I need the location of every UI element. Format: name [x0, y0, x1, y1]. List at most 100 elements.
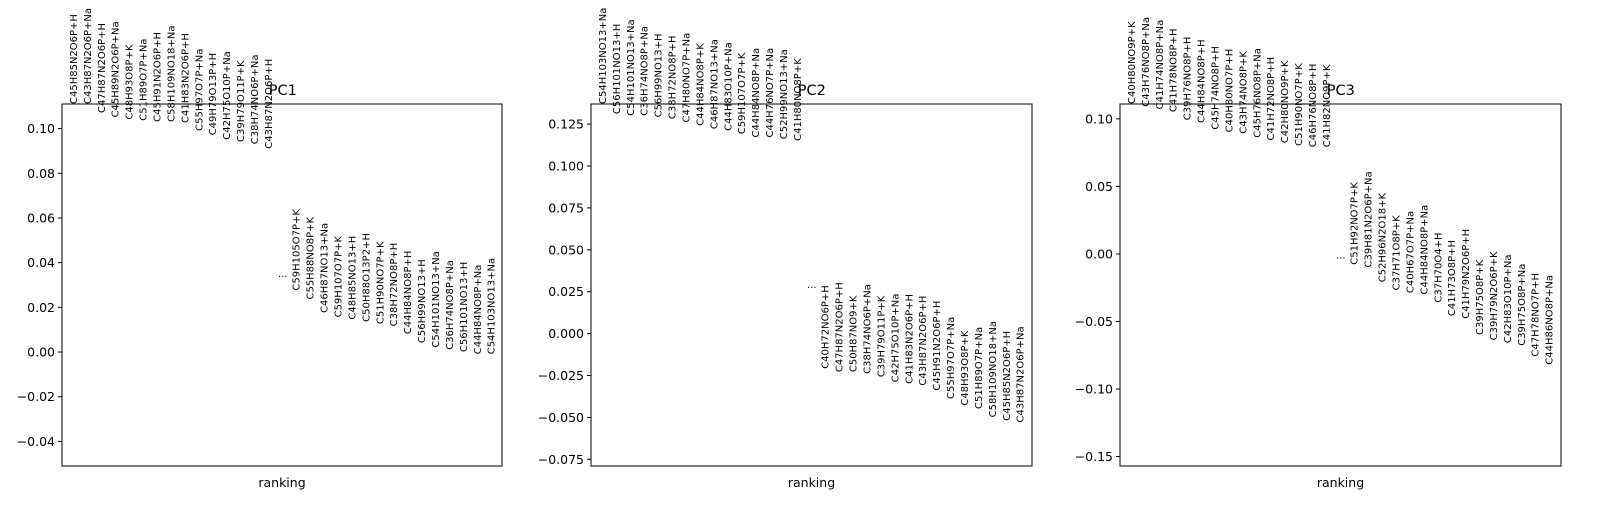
panel-3-top-gene-label: C51H90NO7P+K	[1294, 63, 1305, 146]
panel-1-bottom-gene-label: C55H88NO8P+K	[306, 216, 317, 299]
panel-1-bottom-gene-label: C54H101NO13+Na	[431, 251, 442, 347]
panel-2-top-gene-label: C41H80NO8P+K	[793, 58, 804, 141]
panel-1-ytick-label: −0.04	[17, 434, 55, 449]
panel-3-top-gene-label: C43H74NO8P+K	[1238, 51, 1249, 134]
panel-3-ytick-label: 0.10	[1085, 111, 1113, 126]
panel-2-bottom-gene-label: C50H87NO9+K	[849, 295, 860, 372]
panel-1-bottom-gene-label: C50H88O13P2+H	[361, 233, 372, 322]
panel-2-bottom-gene-label: C39H79O11P+K	[876, 295, 887, 377]
panel-2-top-gene-label: C44H84NO8P+Na	[751, 48, 762, 138]
panel-3-bottom-gene-label: C40H67O7P+Na	[1405, 211, 1416, 293]
panel-1-bottom-gene-label: C54H103NO13+Na	[487, 258, 498, 354]
panel-3-bottom-gene-label: C42H83O10P+Na	[1503, 255, 1514, 344]
panel-2-bottom-gene-label: C41H83N2O6P+H	[904, 294, 915, 384]
panel-2-bottom-gene-label: C43H87N2O6P+Na	[1016, 326, 1027, 422]
panel-2-top-gene-label: C44H83O10P+Na	[723, 42, 734, 131]
panel-1-bottom-gene-label: C44H84NO8P+Na	[473, 265, 484, 355]
panel-1-ytick-label: 0.10	[27, 121, 55, 136]
panel-3-bottom-gene-label: C39H79N2O6P+K	[1489, 251, 1500, 340]
panel-1-top-gene-label: C55H97O7P+Na	[194, 49, 205, 131]
panel-2-top-gene-label: C44H76NO7P+Na	[765, 48, 776, 138]
panel-2-bottom-gene-label: C42H75O10P+Na	[890, 294, 901, 383]
panel-2-top-gene-label: C47H80NO7P+Na	[682, 33, 693, 123]
panel-1-ytick-label: −0.02	[17, 389, 55, 404]
panel-3-ytick-label: −0.15	[1075, 449, 1113, 464]
panel-1-top-gene-label: C45H89N2O6P+Na	[111, 21, 122, 117]
panel-3-top-gene-label: C45H76NO8P+Na	[1252, 48, 1263, 138]
panel-2-ytick-label: 0.100	[548, 159, 584, 174]
panel-2-top-gene-label: C46H87NO13+Na	[709, 39, 720, 129]
panel-2-top-gene-label: C36H74NO8P+Na	[640, 26, 651, 116]
panel-2-bottom-gene-label: C58H109NO18+Na	[988, 321, 999, 417]
panel-3-bottom-gene-label: C52H96N2O18+K	[1378, 193, 1389, 283]
panel-2-bottom-gene-label: C43H87N2O6P+H	[918, 296, 929, 386]
panel-2-top-gene-label: C54H101NO13+Na	[626, 19, 637, 115]
panel-2-title: PC2	[798, 83, 826, 99]
panel-1-title: PC1	[269, 83, 297, 99]
panel-3-top-gene-label: C41H78NO8P+H	[1169, 29, 1180, 113]
panel-2-top-gene-label: C59H107O7P+K	[737, 52, 748, 134]
panel-3-bottom-gene-label: C39H75O8P+K	[1475, 259, 1486, 335]
panel-1-top-gene-label: C43H87N2O6P+H	[264, 59, 275, 149]
panel-2-ytick-label: −0.050	[538, 410, 584, 425]
panel-1-ytick-label: 0.00	[27, 345, 55, 360]
panel-3-bottom-gene-label: C37H71O8P+K	[1392, 215, 1403, 291]
panel-1-bottom-gene-label: C44H84NO8P+H	[403, 251, 414, 335]
panel-2-bottom-gene-label: C38H74NO6P+Na	[863, 284, 874, 374]
panel-2-ellipsis: ...	[807, 280, 817, 291]
panel-3-top-gene-label: C42H80NO9P+K	[1280, 60, 1291, 143]
panel-1-top-gene-label: C42H75O10P+Na	[222, 51, 233, 140]
panel-3-ytick-label: 0.05	[1085, 179, 1113, 194]
panel-1-bottom-gene-label: C38H72NO8P+H	[389, 243, 400, 327]
panel-3-top-gene-label: C41H74NO8P+Na	[1155, 20, 1166, 110]
panel-1-top-gene-label: C48H93O8P+K	[125, 44, 136, 120]
panel-1-bottom-gene-label: C51H90NO7P+K	[375, 241, 386, 324]
panel-2-top-gene-label: C56H101NO13+H	[612, 24, 623, 114]
panel-2-top-gene-label: C54H103NO13+Na	[598, 8, 609, 104]
panel-1-top-gene-label: C38H74NO6P+Na	[250, 55, 261, 145]
panel-3-bottom-gene-label: C39H75O8P+Na	[1517, 264, 1528, 346]
panel-1-top-gene-label: C47H87N2O6P+H	[97, 23, 108, 113]
panel-1-top-gene-label: C45H85N2O6P+H	[69, 14, 80, 104]
panel-1-xlabel: ranking	[258, 475, 305, 490]
panel-1-ytick-label: 0.02	[27, 300, 55, 315]
panel-1-ytick-label: 0.08	[27, 166, 55, 181]
panel-3-bottom-gene-label: C44H84NO8P+Na	[1419, 205, 1430, 295]
panel-3-axes-frame	[1119, 103, 1562, 467]
panel-2-bottom-gene-label: C45H91N2O6P+H	[932, 301, 943, 391]
panel-3-top-gene-label: C44H84NO8P+H	[1197, 39, 1208, 123]
panel-2-ytick-label: −0.025	[538, 368, 584, 383]
panel-2-bottom-gene-label: C45H85N2O6P+H	[1002, 331, 1013, 421]
panel-3-top-gene-label: C39H76NO8P+H	[1183, 37, 1194, 121]
panel-2-axes-frame	[590, 103, 1033, 467]
panel-2-xlabel: ranking	[788, 475, 835, 490]
panel-3-ellipsis: ...	[1336, 250, 1346, 261]
panel-3-ytick-label: 0.00	[1085, 246, 1113, 261]
panel-1-bottom-gene-label: C59H107O7P+K	[334, 235, 345, 317]
panel-3-top-gene-label: C45H74NO8P+H	[1211, 46, 1222, 130]
panel-1-top-gene-label: C49H79O13P+H	[208, 53, 219, 135]
panel-1-bottom-gene-label: C48H85NO13+H	[347, 236, 358, 320]
panel-2-bottom-gene-label: C51H89O7P+Na	[974, 327, 985, 409]
panel-1-axes-frame	[61, 103, 503, 467]
panel-3-ytick-label: −0.05	[1075, 314, 1113, 329]
panel-3-top-gene-label: C40H80NO9P+K	[1127, 21, 1138, 104]
panel-2-bottom-gene-label: C40H72NO6P+H	[821, 285, 832, 369]
panel-2-bottom-gene-label: C47H87N2O6P+H	[835, 282, 846, 372]
panel-3-top-gene-label: C43H76NO8P+Na	[1141, 17, 1152, 107]
panel-1-bottom-gene-label: C46H87NO13+Na	[320, 223, 331, 313]
panel-2-ytick-label: 0.000	[548, 326, 584, 341]
panel-2-ytick-label: 0.050	[548, 242, 584, 257]
panel-3-title: PC3	[1327, 83, 1355, 99]
panel-2-ytick-label: −0.075	[538, 452, 584, 467]
panel-2-top-gene-label: C56H99NO13+H	[654, 33, 665, 117]
panel-2-top-gene-label: C38H72NO8P+H	[668, 35, 679, 119]
panel-1-bottom-gene-label: C36H74NO8P+Na	[445, 260, 456, 350]
panel-3-bottom-gene-label: C37H70O4+H	[1433, 232, 1444, 302]
panel-3-ytick-label: −0.10	[1075, 382, 1113, 397]
panel-3-top-gene-label: C41H82NO9P+K	[1322, 64, 1333, 147]
panel-2-ytick-label: 0.125	[548, 117, 584, 132]
panel-1-ytick-label: 0.04	[27, 255, 55, 270]
panel-3-bottom-gene-label: C41H73O8P+H	[1447, 240, 1458, 316]
